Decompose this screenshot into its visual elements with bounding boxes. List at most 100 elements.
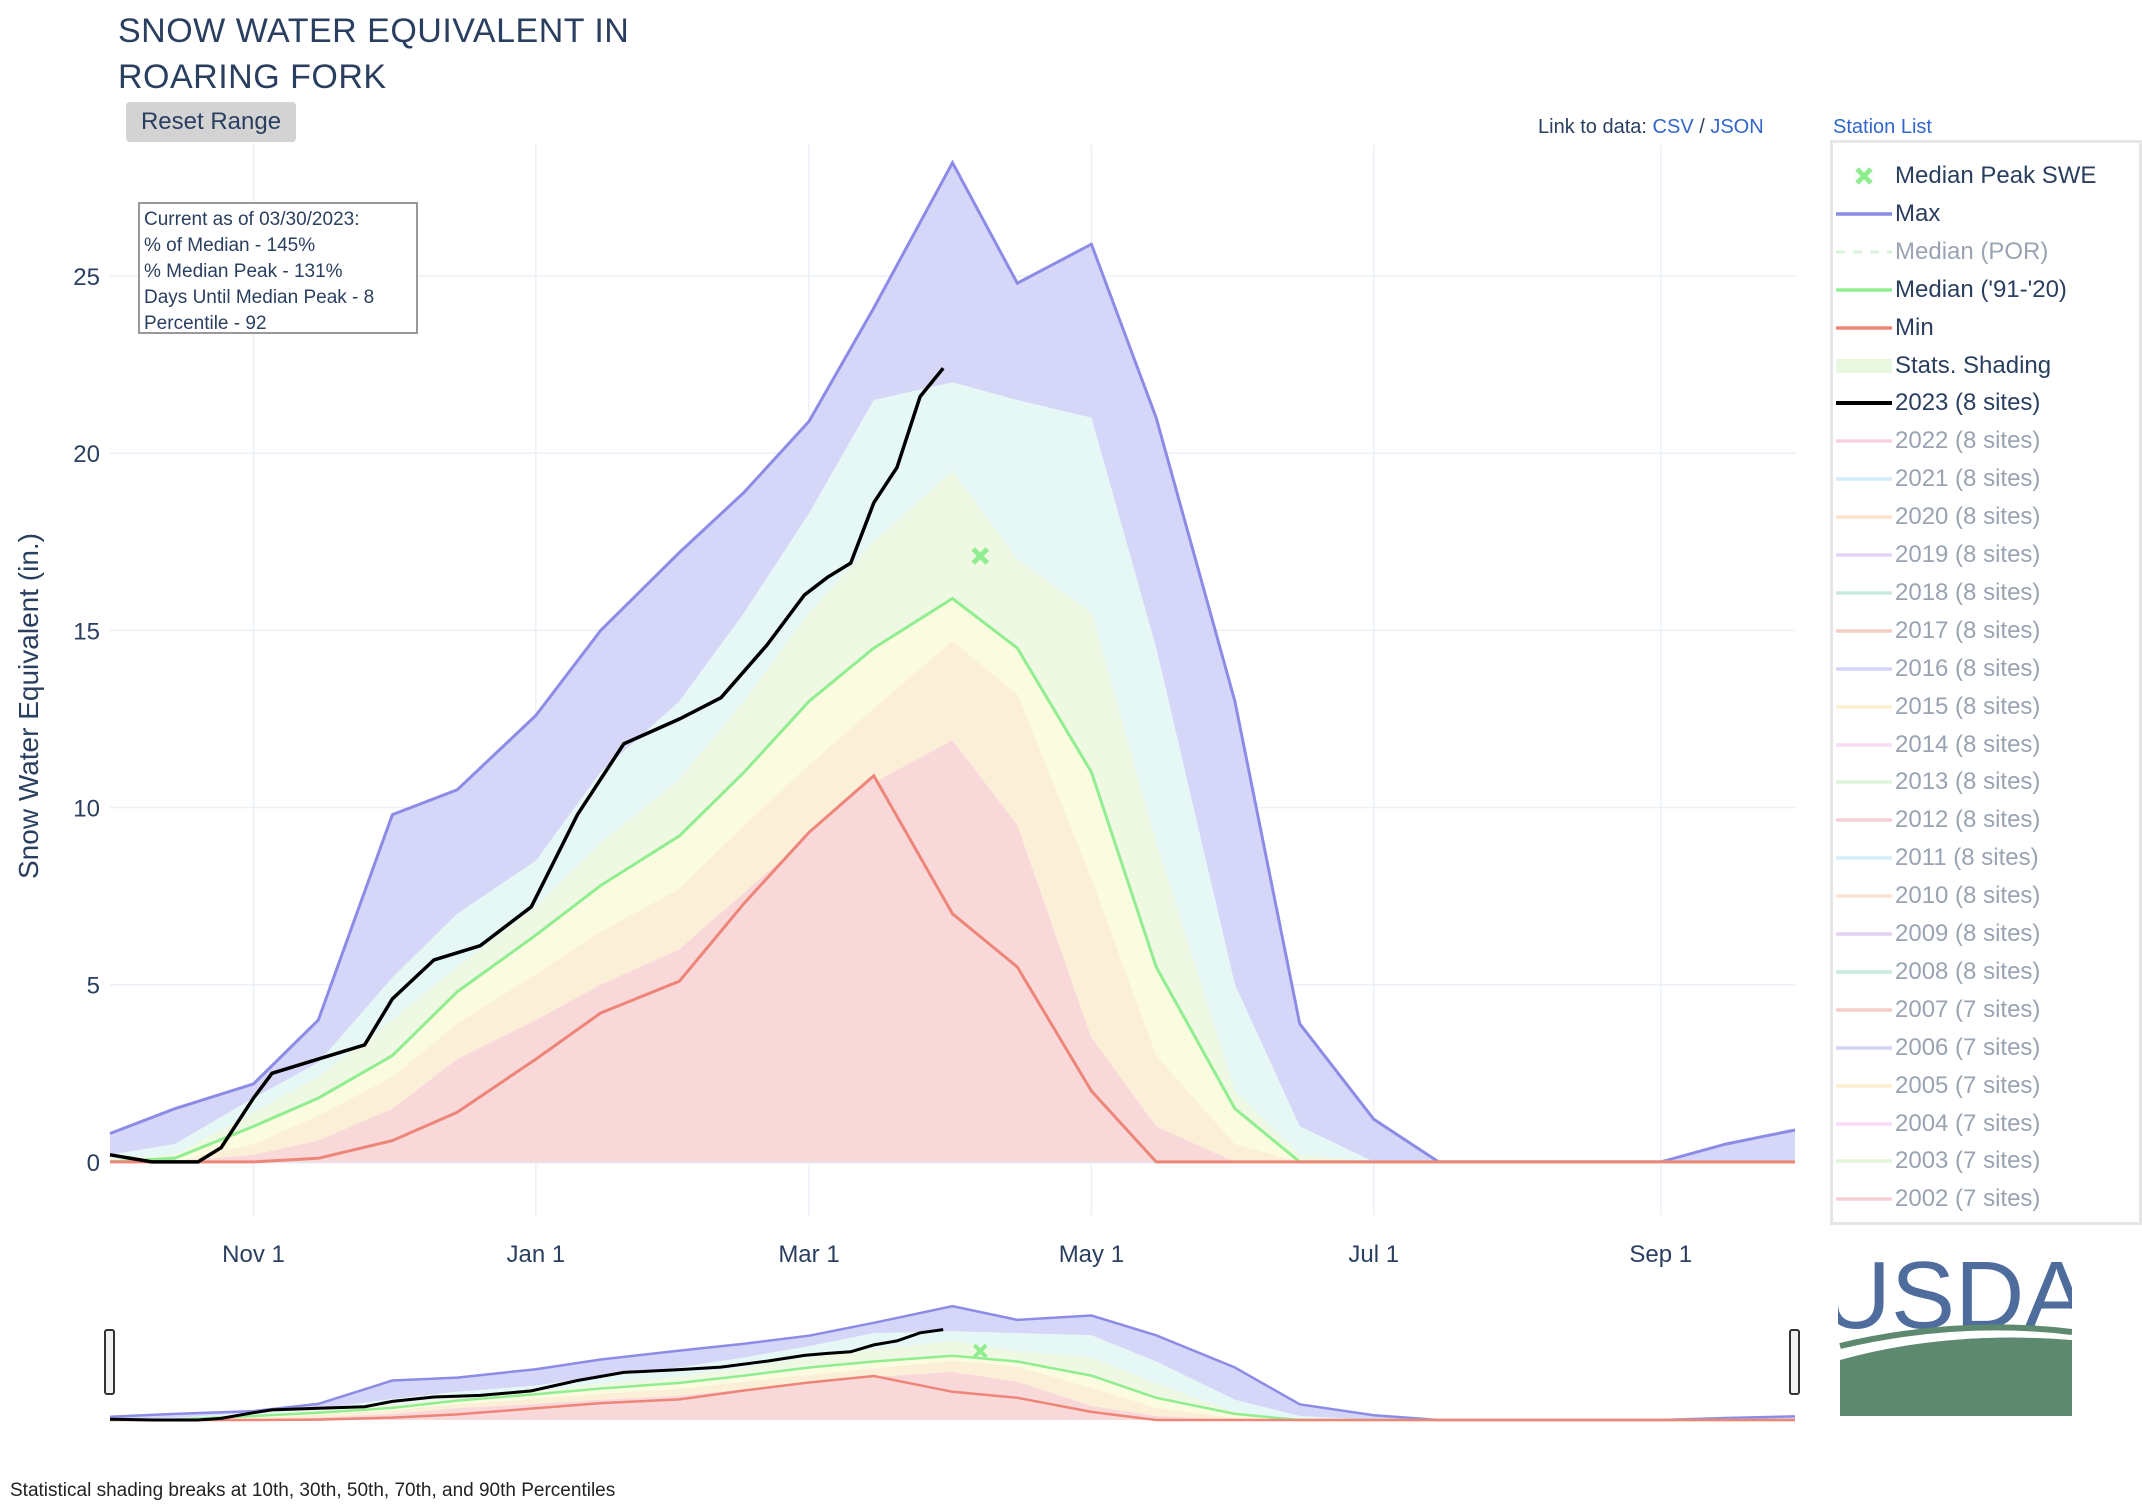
legend-symbol-icon: [1833, 726, 1895, 764]
legend-symbol-icon: [1833, 801, 1895, 839]
legend-symbol-icon: [1833, 233, 1895, 271]
status-line-days: Days Until Median Peak - 8: [144, 287, 375, 308]
legend-symbol-icon: [1833, 612, 1895, 650]
current-status-box: Current as of 03/30/2023: % of Median - …: [138, 202, 418, 334]
legend-symbol-icon: [1833, 877, 1895, 915]
legend-symbol-icon: [1833, 271, 1895, 309]
legend-item[interactable]: Max: [1833, 195, 2139, 233]
legend-item[interactable]: 2003 (7 sites): [1833, 1142, 2139, 1180]
x-tick-label: Nov 1: [222, 1241, 285, 1268]
current-2023-line: [109, 367, 945, 1164]
y-tick-label: 20: [73, 441, 100, 468]
legend-item[interactable]: 2016 (8 sites): [1833, 650, 2139, 688]
legend-item[interactable]: 2007 (7 sites): [1833, 991, 2139, 1029]
range-slider[interactable]: [104, 1300, 1800, 1425]
legend-item[interactable]: 2020 (8 sites): [1833, 498, 2139, 536]
legend-label: 2009 (8 sites): [1895, 920, 2041, 947]
legend-label: 2010 (8 sites): [1895, 882, 2041, 910]
legend-label: 2012 (8 sites): [1895, 806, 2041, 834]
legend-item[interactable]: 2012 (8 sites): [1833, 801, 2139, 839]
legend-label: 2005 (7 sites): [1895, 1071, 2041, 1099]
legend-label: 2017 (8 sites): [1895, 616, 2041, 644]
json-link[interactable]: JSON: [1710, 116, 1764, 138]
y-tick-label: 0: [87, 1150, 100, 1177]
legend: Median Peak SWE Max Median (POR) Median ('9…: [1830, 140, 2142, 1225]
legend-item[interactable]: 2017 (8 sites): [1833, 612, 2139, 650]
legend-label: 2011 (8 sites): [1895, 844, 2039, 872]
legend-label: 2004 (7 sites): [1895, 1109, 2041, 1137]
x-tick-label: Mar 1: [778, 1241, 839, 1268]
csv-link[interactable]: CSV: [1652, 116, 1694, 138]
legend-item[interactable]: 2015 (8 sites): [1833, 688, 2139, 726]
y-tick-label: 5: [87, 973, 100, 1000]
legend-symbol-icon: [1833, 991, 1895, 1029]
legend-item[interactable]: Median Peak SWE: [1833, 157, 2139, 195]
y-axis-ticks: 0 5 10 15 20 25: [73, 264, 100, 1177]
legend-item[interactable]: 2023 (8 sites): [1833, 384, 2139, 422]
usda-logo-stripe: [1839, 1333, 2073, 1358]
legend-symbol-icon: [1833, 384, 1895, 422]
legend-symbol-icon: [1833, 498, 1895, 536]
legend-item[interactable]: Median ('91-'20): [1833, 271, 2139, 309]
legend-item[interactable]: Stats. Shading: [1833, 347, 2139, 385]
legend-symbol-icon: [1833, 688, 1895, 726]
chart-title-line2: ROARING FORK: [118, 58, 387, 96]
status-line-date: Current as of 03/30/2023:: [144, 209, 360, 230]
y-tick-label: 25: [73, 264, 100, 291]
legend-item[interactable]: 2010 (8 sites): [1833, 877, 2139, 915]
slider-min-line: [110, 1374, 1795, 1422]
legend-label: 2023 (8 sites): [1895, 389, 2041, 417]
y-axis-label: Snow Water Equivalent (in.): [13, 533, 44, 879]
legend-label: 2006 (7 sites): [1895, 1033, 2041, 1061]
legend-symbol-icon: [1833, 309, 1895, 347]
x-axis-ticks: Nov 1 Jan 1 Mar 1 May 1 Jul 1 Sep 1: [222, 1241, 1692, 1268]
legend-item[interactable]: Median (POR): [1833, 233, 2139, 271]
legend-item[interactable]: 2022 (8 sites): [1833, 422, 2139, 460]
legend-label: 2018 (8 sites): [1895, 578, 2041, 606]
usda-logo: USDA: [1822, 1242, 2088, 1416]
legend-label: Min: [1895, 313, 1934, 341]
slider-median-peak-marker: [972, 1343, 988, 1359]
legend-label: Max: [1895, 199, 1941, 227]
legend-symbol-icon: [1833, 536, 1895, 574]
data-links-separator: /: [1699, 116, 1705, 138]
legend-item[interactable]: 2021 (8 sites): [1833, 460, 2139, 498]
legend-item[interactable]: 2005 (7 sites): [1833, 1067, 2139, 1105]
legend-label: 2019 (8 sites): [1895, 541, 2041, 568]
legend-symbol-icon: [1833, 1105, 1895, 1143]
legend-item[interactable]: 2019 (8 sites): [1833, 536, 2139, 574]
usda-logo-field: [1840, 1337, 2072, 1416]
data-links-prefix: Link to data:: [1538, 116, 1647, 138]
data-links: Link to data: CSV / JSON: [1538, 116, 1764, 139]
status-line-median-peak: % Median Peak - 131%: [144, 261, 343, 282]
legend-item[interactable]: 2008 (8 sites): [1833, 953, 2139, 991]
legend-symbol-icon: [1833, 953, 1895, 991]
x-tick-label: Jan 1: [507, 1241, 566, 1268]
status-line-percentile: Percentile - 92: [144, 313, 267, 334]
legend-item[interactable]: 2013 (8 sites): [1833, 763, 2139, 801]
legend-item[interactable]: 2009 (8 sites): [1833, 915, 2139, 953]
legend-item[interactable]: Min: [1833, 309, 2139, 347]
legend-label: 2014 (8 sites): [1895, 730, 2041, 758]
legend-symbol-icon: [1833, 574, 1895, 612]
range-slider-left-handle[interactable]: [104, 1329, 115, 1395]
legend-symbol-icon: [1833, 1142, 1895, 1180]
legend-label: Median (POR): [1895, 237, 2049, 265]
legend-symbol-icon: [1833, 763, 1895, 801]
range-slider-right-handle[interactable]: [1789, 1329, 1800, 1395]
legend-item[interactable]: 2014 (8 sites): [1833, 726, 2139, 764]
legend-label: 2016 (8 sites): [1895, 654, 2041, 682]
x-tick-label: Jul 1: [1348, 1241, 1399, 1268]
station-list-link[interactable]: Station List: [1833, 116, 1932, 138]
usda-logo-stripe: [1839, 1324, 2073, 1349]
reset-range-button[interactable]: Reset Range: [126, 102, 296, 142]
legend-item[interactable]: 2006 (7 sites): [1833, 1029, 2139, 1067]
x-tick-label: Sep 1: [1629, 1241, 1692, 1268]
y-tick-label: 15: [73, 618, 100, 645]
stat-band: [110, 162, 1795, 1162]
legend-item[interactable]: 2011 (8 sites): [1833, 839, 2139, 877]
legend-item[interactable]: 2002 (7 sites): [1833, 1180, 2139, 1218]
legend-item[interactable]: 2018 (8 sites): [1833, 574, 2139, 612]
legend-item[interactable]: 2004 (7 sites): [1833, 1105, 2139, 1143]
